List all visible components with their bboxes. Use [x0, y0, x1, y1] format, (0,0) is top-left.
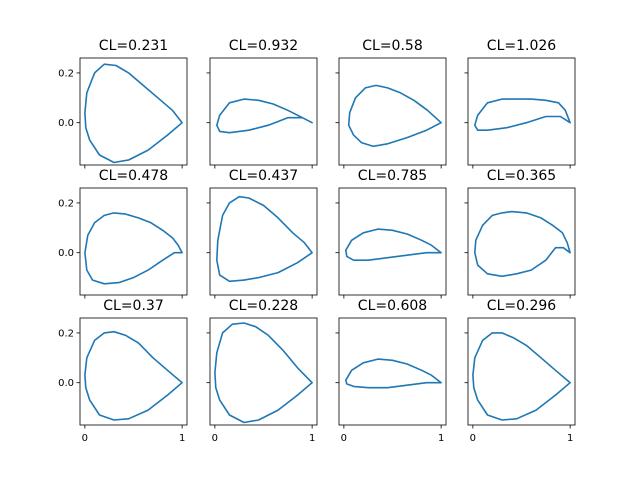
axes-frame — [79, 187, 188, 296]
subplot-title: CL=1.026 — [487, 38, 556, 54]
subplot-title: CL=0.478 — [99, 168, 168, 184]
axes-frame — [467, 187, 576, 296]
x-tick-label: 0 — [212, 433, 218, 444]
subplot-title: CL=0.437 — [229, 168, 298, 184]
y-tick-label: 0.0 — [58, 248, 74, 259]
airfoil-line — [216, 195, 313, 283]
subplot-5: CL=0.478 0.2 0.0 — [58, 168, 188, 299]
airfoil-line — [472, 332, 571, 421]
axes-frame — [467, 57, 576, 166]
airfoil-line — [84, 330, 183, 421]
x-tick-label: 0 — [341, 433, 347, 444]
airfoil-line — [84, 212, 183, 285]
subplot-title: CL=0.608 — [358, 298, 427, 314]
axes-frame — [338, 57, 447, 166]
axes-frame — [209, 317, 318, 426]
x-tick-label: 0 — [470, 433, 476, 444]
x-tick-label: 1 — [567, 433, 573, 444]
subplot-12: CL=0.296 0 1 — [464, 298, 576, 444]
x-tick-label: 1 — [438, 433, 444, 444]
y-tick-label: 0.0 — [58, 118, 74, 129]
subplot-title: CL=0.37 — [103, 298, 163, 314]
axes-frame — [467, 317, 576, 426]
airfoil-line — [473, 210, 571, 278]
subplot-title: CL=0.231 — [99, 38, 168, 54]
subplot-7: CL=0.785 — [335, 168, 447, 299]
subplot-6: CL=0.437 — [206, 168, 318, 299]
subplot-10: CL=0.228 0 1 — [206, 298, 318, 444]
subplot-8: CL=0.365 — [464, 168, 576, 299]
axes-frame — [209, 57, 318, 166]
axes-frame — [338, 317, 447, 426]
subplot-1: CL=0.231 0.2 0.0 — [58, 38, 188, 169]
x-tick-label: 1 — [179, 433, 185, 444]
y-tick-label: 0.2 — [58, 68, 74, 79]
airfoil-line — [344, 358, 442, 389]
subplot-2: CL=0.932 — [206, 38, 318, 169]
subplot-11: CL=0.608 0 1 — [335, 298, 447, 444]
y-tick-label: 0.2 — [58, 328, 74, 339]
subplot-title: CL=0.296 — [487, 298, 556, 314]
subplot-title: CL=0.785 — [358, 168, 427, 184]
airfoil-line — [214, 322, 313, 424]
subplot-title: CL=0.365 — [487, 168, 556, 184]
subplot-title: CL=0.58 — [362, 38, 422, 54]
axes-frame — [338, 187, 447, 296]
subplot-title: CL=0.228 — [229, 298, 298, 314]
airfoil-line — [473, 98, 571, 131]
subplot-9: CL=0.37 0.2 0.0 0 1 — [58, 298, 188, 444]
x-tick-label: 1 — [309, 433, 315, 444]
axes-frame — [79, 57, 188, 166]
airfoil-line — [84, 63, 183, 164]
subplot-title: CL=0.932 — [229, 38, 298, 54]
y-tick-label: 0.2 — [58, 198, 74, 209]
y-tick-label: 0.0 — [58, 378, 74, 389]
subplot-4: CL=1.026 — [464, 38, 576, 169]
airfoil-line — [344, 228, 442, 262]
axes-frame — [209, 187, 318, 296]
x-tick-label: 0 — [82, 433, 88, 444]
airfoil-line — [347, 84, 442, 148]
axes-frame — [79, 317, 188, 426]
subplot-3: CL=0.58 — [335, 38, 447, 169]
airfoil-line — [216, 98, 313, 134]
